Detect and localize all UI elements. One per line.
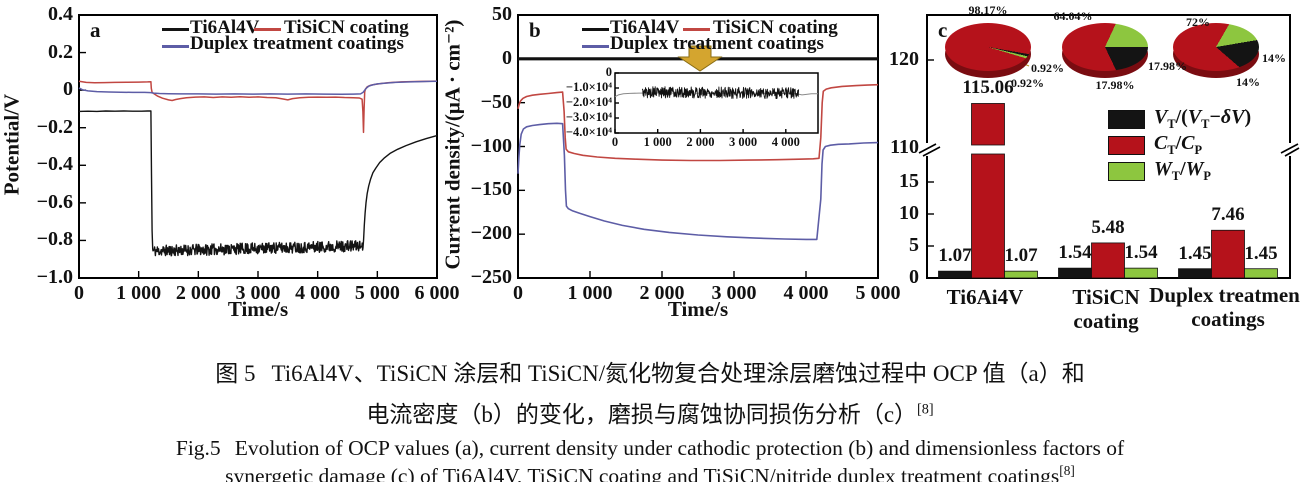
caption-zh-line1: 图 5 Ti6Al4V、TiSiCN 涂层和 TiSiCN/氮化物复合处理涂层磨蚀… (0, 354, 1300, 388)
bar (1004, 270, 1038, 279)
inset-pointer-arrow-icon (677, 45, 723, 72)
axis-break-right (1280, 143, 1300, 157)
bar (1244, 268, 1278, 279)
caption-zh-number: 图 5 (215, 361, 256, 386)
axis-break-slash (922, 146, 941, 157)
caption-zh-text1: Ti6Al4V、TiSiCN 涂层和 TiSiCN/氮化物复合处理涂层磨蚀过程中… (271, 361, 1085, 386)
caption-en-line1: Fig.5 Evolution of OCP values (a), curren… (0, 436, 1300, 461)
bar (1124, 267, 1158, 279)
series-line-tisicn-coating (517, 83, 879, 162)
bar (971, 103, 1005, 146)
caption-en-text1: Evolution of OCP values (a), current den… (234, 436, 1125, 460)
axis-break-slash (1284, 147, 1300, 157)
caption-en-text2: synergetic damage (c) of Ti6Al4V, TiSiCN… (225, 464, 1060, 482)
axis-break-left (918, 143, 941, 157)
bar (938, 270, 972, 279)
generated-chart-layer (78, 14, 1278, 279)
series-line-duplex-treatment-coatings (78, 80, 438, 96)
series-line-duplex-treatment-coatings (517, 122, 879, 241)
bar (1211, 229, 1245, 279)
axis-break-slash (1280, 143, 1299, 154)
series-line-ti6al4v (641, 86, 800, 100)
figure-caption: 图 5 Ti6Al4V、TiSiCN 涂层和 TiSiCN/氮化物复合处理涂层磨蚀… (0, 354, 1300, 482)
pie-leader-line (999, 53, 1030, 67)
caption-en-reference: [8] (1059, 463, 1075, 478)
caption-en-number: Fig.5 (175, 436, 221, 460)
bar (1091, 242, 1125, 279)
caption-zh-reference: [8] (917, 401, 934, 418)
caption-zh-text2: 电流密度（b）的变化，磨损与腐蚀协同损伤分析（c） (366, 402, 918, 427)
axis-break-slash (918, 143, 937, 154)
bar (1058, 267, 1092, 279)
series-line-ti6al4v (78, 110, 438, 257)
bar (971, 153, 1005, 279)
panel-a-frame (78, 14, 438, 279)
charts-canvas (78, 14, 1300, 279)
bar (1178, 268, 1212, 279)
caption-en-line2: synergetic damage (c) of Ti6Al4V, TiSiCN… (0, 463, 1300, 482)
caption-zh-line2: 电流密度（b）的变化，磨损与腐蚀协同损伤分析（c）[8] (0, 395, 1300, 429)
panel-b-inset-frame (614, 72, 819, 134)
series-line-tisicn-coating (78, 80, 438, 134)
